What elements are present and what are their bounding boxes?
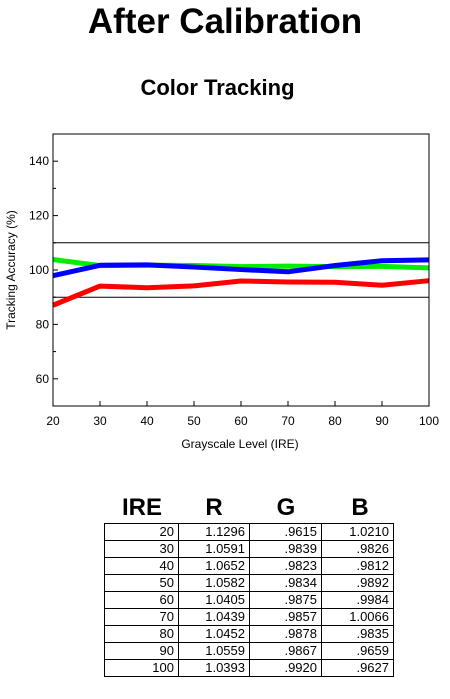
table-header-g: G xyxy=(276,494,296,521)
table-cell: .9627 xyxy=(321,659,394,677)
table-row: 90 1.0559.9867.9659 xyxy=(104,642,394,660)
table-header-ire: IRE xyxy=(121,494,162,521)
y-tick-label: 140 xyxy=(29,154,49,168)
table-cell: .9826 xyxy=(321,540,394,558)
table-cell: .9615 xyxy=(249,523,322,541)
y-tick-label: 60 xyxy=(36,372,50,386)
table-cell: 1.0652 xyxy=(178,557,250,575)
x-tick-label: 60 xyxy=(234,414,248,428)
table-cell: 1.0452 xyxy=(178,625,250,643)
table-cell: 50 xyxy=(104,574,179,592)
y-tick-label: 80 xyxy=(36,317,50,331)
table-row: 30 1.0591.9839.9826 xyxy=(104,540,394,558)
table-row: 60 1.0405.9875.9984 xyxy=(104,591,394,609)
table-row: 50 1.0582.9834.9892 xyxy=(104,574,394,592)
y-tick-label: 100 xyxy=(29,263,49,277)
x-axis-label: Grayscale Level (IRE) xyxy=(181,437,298,451)
table-cell: .9984 xyxy=(321,591,394,609)
series-line xyxy=(52,257,430,279)
table-cell: .9839 xyxy=(249,540,322,558)
x-tick-label: 50 xyxy=(187,414,201,428)
table-cell: 100 xyxy=(104,659,179,677)
x-tick-label: 30 xyxy=(93,414,107,428)
table-cell: 30 xyxy=(104,540,179,558)
y-axis-label: Tracking Accuracy (%) xyxy=(4,210,18,330)
table-cell: 90 xyxy=(104,642,179,660)
table-cell: .9878 xyxy=(249,625,322,643)
table-cell: .9867 xyxy=(249,642,322,660)
table-cell: 1.1296 xyxy=(178,523,250,541)
table-cell: 1.0591 xyxy=(178,540,250,558)
table-cell: .9834 xyxy=(249,574,322,592)
page-title: After Calibration xyxy=(87,2,363,41)
y-tick-label: 120 xyxy=(29,209,49,223)
ratio-table: 20 1.1296.9615 1.0210 30 1.0591.9839.9826 40 1… xyxy=(104,523,394,677)
table-header-b: B xyxy=(351,494,369,521)
x-tick-label: 80 xyxy=(328,414,342,428)
chart-title: Color Tracking xyxy=(140,75,295,100)
table-row: 80 1.0452.9878.9835 xyxy=(104,625,394,643)
table-cell: 1.0559 xyxy=(178,642,250,660)
table-cell: 20 xyxy=(104,523,179,541)
series-line xyxy=(52,278,430,308)
table-cell: 1.0210 xyxy=(321,523,394,541)
table-cell: .9823 xyxy=(249,557,322,575)
x-tick-label: 40 xyxy=(140,414,154,428)
table-cell: 1.0393 xyxy=(178,659,250,677)
x-tick-label: 100 xyxy=(419,414,439,428)
x-tick-label: 70 xyxy=(281,414,295,428)
table-cell: 1.0439 xyxy=(178,608,250,626)
table-cell: .9812 xyxy=(321,557,394,575)
table-row: 70 1.0439.9857 1.0066 xyxy=(104,608,394,626)
table-cell: .9892 xyxy=(321,574,394,592)
x-tick-label: 90 xyxy=(375,414,389,428)
table-cell: 80 xyxy=(104,625,179,643)
table-cell: 70 xyxy=(104,608,179,626)
table-cell: .9659 xyxy=(321,642,394,660)
table-row: 20 1.1296.9615 1.0210 xyxy=(104,523,394,541)
table-cell: .9920 xyxy=(249,659,322,677)
table-cell: 1.0066 xyxy=(321,608,394,626)
table-cell: 60 xyxy=(104,591,179,609)
table-cell: .9857 xyxy=(249,608,322,626)
table-cell: 40 xyxy=(104,557,179,575)
table-header-r: R xyxy=(205,494,223,521)
x-tick-label: 20 xyxy=(46,414,60,428)
table-cell: .9835 xyxy=(321,625,394,643)
color-tracking-chart: 60 80 100 120 140 20 30 40 50 60 70 80 90 100 Graysca… xyxy=(4,133,439,451)
table-cell: .9875 xyxy=(249,591,322,609)
table-row: 40 1.0652.9823.9812 xyxy=(104,557,394,575)
table-row: 100 1.0393.9920.9627 xyxy=(104,659,394,677)
table-cell: 1.0582 xyxy=(178,574,250,592)
table-cell: 1.0405 xyxy=(178,591,250,609)
